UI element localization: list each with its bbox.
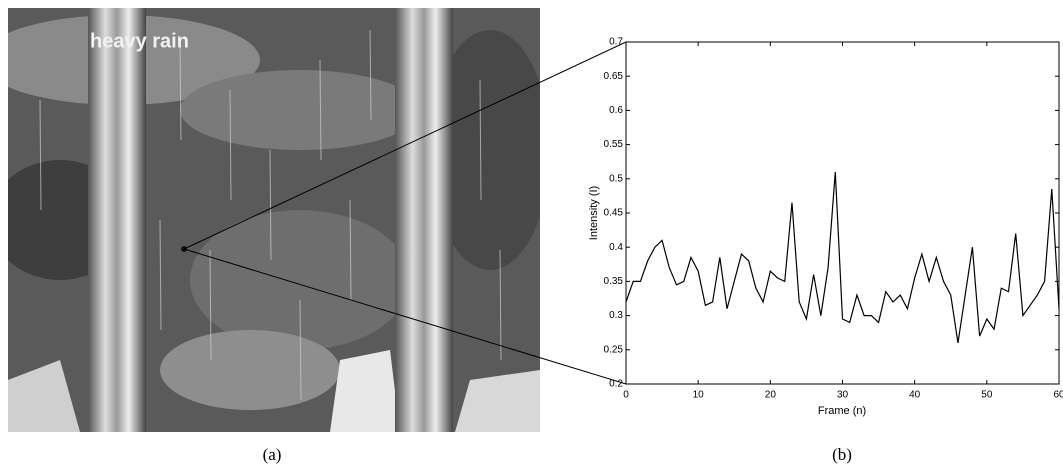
x-axis-label: Frame (n) xyxy=(818,405,866,417)
caption: (b) xyxy=(832,445,852,464)
photo: heavy rain xyxy=(8,8,540,432)
y-tick-label: 0.5 xyxy=(609,173,623,184)
x-tick-label: 60 xyxy=(1053,390,1063,401)
y-tick-label: 0.55 xyxy=(604,139,624,150)
x-tick-label: 30 xyxy=(837,390,849,401)
connector xyxy=(183,41,627,250)
y-tick-label: 0.2 xyxy=(609,379,623,390)
data-line xyxy=(625,171,1060,344)
y-tick-label: 0.7 xyxy=(609,37,623,48)
x-tick-label: 50 xyxy=(981,390,993,401)
y-tick-label: 0.25 xyxy=(604,344,624,355)
x-tick-label: 10 xyxy=(693,390,705,401)
y-tick-label: 0.4 xyxy=(609,242,623,253)
y-axis-label: Intensity (I) xyxy=(588,186,600,240)
y-tick-label: 0.6 xyxy=(609,105,623,116)
connector xyxy=(183,248,627,385)
x-tick-label: 0 xyxy=(623,390,629,401)
caption: (a) xyxy=(263,445,282,464)
x-tick-label: 20 xyxy=(765,390,777,401)
plot-frame xyxy=(625,41,1060,385)
y-tick-label: 0.65 xyxy=(604,71,624,82)
photo-label: heavy rain xyxy=(90,30,189,52)
y-tick-label: 0.35 xyxy=(604,276,624,287)
x-tick-label: 40 xyxy=(909,390,921,401)
y-tick-label: 0.3 xyxy=(609,310,623,321)
y-tick-label: 0.45 xyxy=(604,208,624,219)
